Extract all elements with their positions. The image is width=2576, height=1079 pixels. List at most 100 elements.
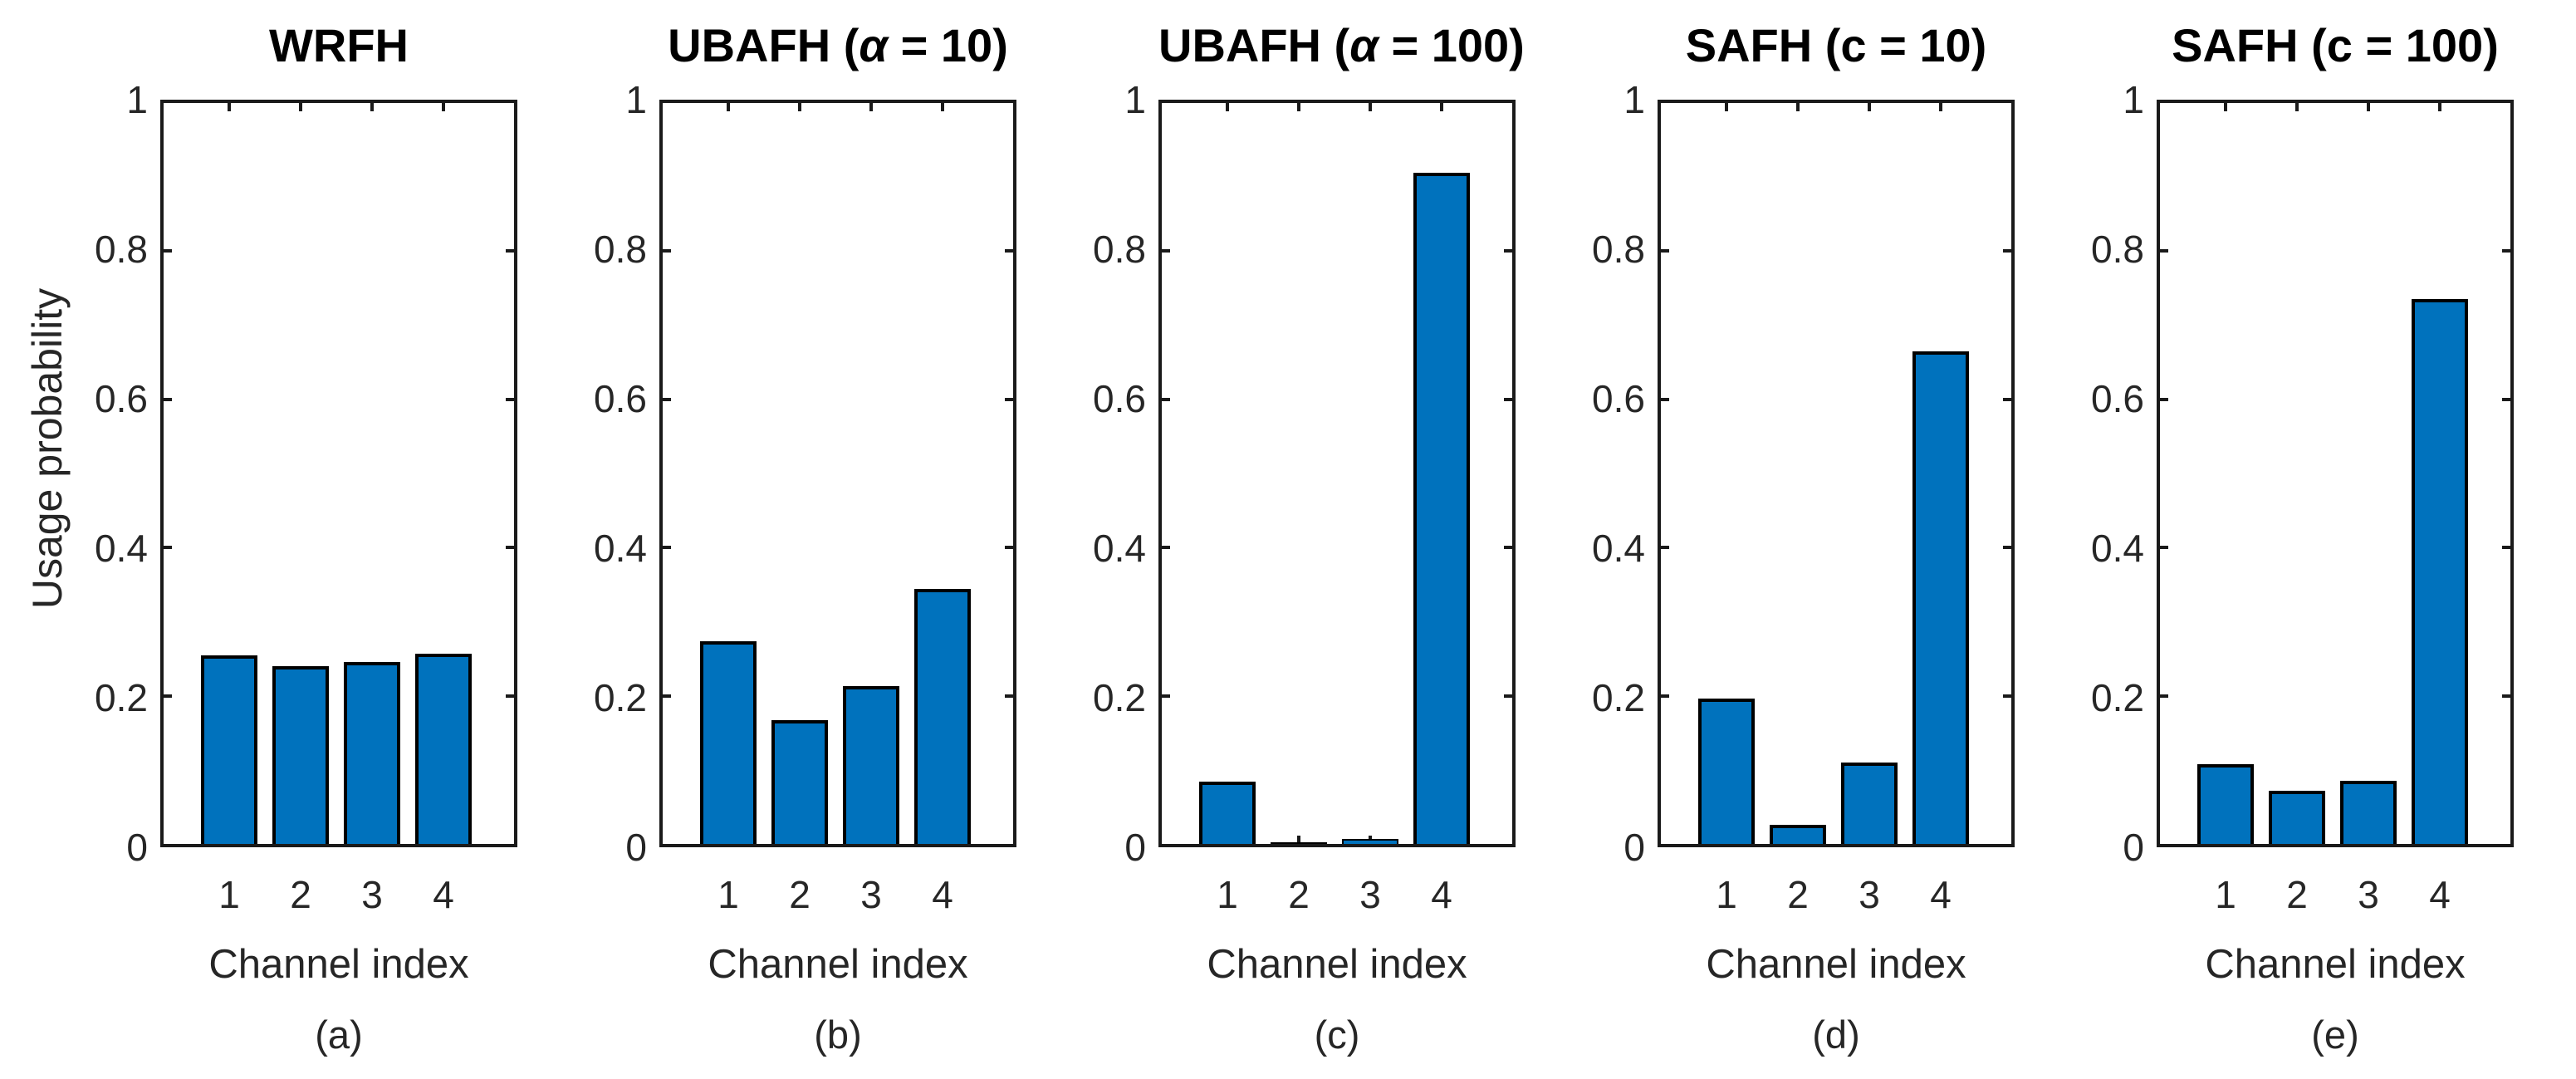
bar-channel-3 bbox=[1841, 763, 1898, 844]
bar-channel-1 bbox=[1199, 782, 1256, 844]
y-tick-right bbox=[506, 694, 514, 698]
y-tick-left bbox=[164, 694, 172, 698]
y-tick-right bbox=[1504, 249, 1512, 253]
x-axis-label: Channel index bbox=[2205, 942, 2466, 987]
y-tick-right bbox=[2502, 694, 2510, 698]
bar-channel-4 bbox=[415, 654, 472, 844]
y-tick-label: 1 bbox=[625, 78, 647, 121]
x-tick-top bbox=[1440, 103, 1443, 111]
x-tick-label: 2 bbox=[789, 873, 811, 916]
x-tick-label: 4 bbox=[433, 873, 454, 916]
y-tick-label: 0.6 bbox=[594, 377, 647, 420]
x-tick-label: 3 bbox=[860, 873, 882, 916]
panel-title: WRFH bbox=[269, 19, 409, 71]
panel-sublabel: (e) bbox=[2311, 1013, 2359, 1057]
y-tick-label: 0 bbox=[126, 826, 148, 869]
x-tick-top bbox=[2224, 103, 2227, 111]
y-tick-left bbox=[164, 249, 172, 253]
bar-channel-4 bbox=[2412, 299, 2468, 844]
x-axis-label: Channel index bbox=[1207, 942, 1467, 987]
y-tick-left bbox=[1661, 249, 1669, 253]
bar-channel-1 bbox=[700, 641, 757, 844]
x-tick-label: 2 bbox=[1787, 873, 1809, 916]
x-tick-label: 3 bbox=[2358, 873, 2379, 916]
y-tick-left bbox=[2160, 546, 2168, 550]
y-tick-right bbox=[2502, 249, 2510, 253]
x-tick-label: 4 bbox=[2429, 873, 2451, 916]
panel-sublabel: (a) bbox=[315, 1013, 363, 1057]
y-tick-label: 0.2 bbox=[1592, 676, 1645, 719]
y-tick-right bbox=[2502, 546, 2510, 550]
plot-area bbox=[659, 100, 1016, 847]
bar-channel-2 bbox=[2269, 791, 2325, 844]
y-tick-right bbox=[1504, 546, 1512, 550]
plot-area bbox=[160, 100, 517, 847]
y-tick-right bbox=[1005, 694, 1013, 698]
x-tick-top bbox=[1297, 103, 1300, 111]
y-tick-left bbox=[2160, 694, 2168, 698]
panel-sublabel: (d) bbox=[1812, 1013, 1860, 1057]
y-tick-left bbox=[663, 249, 671, 253]
y-tick-label: 0.2 bbox=[2091, 676, 2144, 719]
x-tick-top bbox=[299, 103, 302, 111]
y-tick-left bbox=[164, 546, 172, 550]
y-tick-left bbox=[1162, 546, 1170, 550]
x-tick-top bbox=[2295, 103, 2299, 111]
y-tick-left bbox=[2160, 249, 2168, 253]
y-tick-label: 0.8 bbox=[1592, 228, 1645, 271]
x-axis-label: Channel index bbox=[208, 942, 469, 987]
panel-title: SAFH (c = 100) bbox=[2172, 19, 2499, 71]
x-tick-top bbox=[2438, 103, 2441, 111]
y-tick-label: 0.8 bbox=[2091, 228, 2144, 271]
y-tick-label: 0.4 bbox=[1093, 527, 1146, 570]
x-tick-label: 2 bbox=[1288, 873, 1310, 916]
x-tick-top bbox=[228, 103, 231, 111]
x-axis-label: Channel index bbox=[1706, 942, 1966, 987]
x-axis-label: Channel index bbox=[708, 942, 968, 987]
x-tick-label: 4 bbox=[932, 873, 953, 916]
panel-sublabel: (b) bbox=[814, 1013, 862, 1057]
y-tick-right bbox=[2003, 249, 2011, 253]
plot-area bbox=[1658, 100, 2015, 847]
y-tick-label: 0 bbox=[2123, 826, 2144, 869]
y-tick-right bbox=[2003, 546, 2011, 550]
bar-channel-2 bbox=[771, 720, 828, 844]
y-tick-label: 0.6 bbox=[95, 377, 148, 420]
y-tick-right bbox=[1504, 694, 1512, 698]
y-tick-label: 0.4 bbox=[594, 527, 647, 570]
bar-channel-4 bbox=[1912, 351, 1969, 844]
bar-channel-4 bbox=[914, 589, 971, 844]
y-tick-label: 1 bbox=[1623, 78, 1645, 121]
panel-title: UBAFH (α = 100) bbox=[1158, 19, 1525, 71]
y-tick-label: 0.6 bbox=[2091, 377, 2144, 420]
y-tick-label: 0 bbox=[1124, 826, 1146, 869]
x-tick-label: 1 bbox=[1716, 873, 1737, 916]
y-tick-label: 1 bbox=[2123, 78, 2144, 121]
x-tick-label: 3 bbox=[1359, 873, 1381, 916]
y-tick-right bbox=[506, 397, 514, 401]
bar-channel-3 bbox=[1342, 839, 1398, 844]
y-tick-label: 0 bbox=[625, 826, 647, 869]
bar-channel-3 bbox=[2340, 781, 2397, 844]
x-tick-label: 1 bbox=[717, 873, 739, 916]
x-tick-label: 4 bbox=[1930, 873, 1952, 916]
y-tick-left bbox=[1162, 249, 1170, 253]
y-tick-label: 0.4 bbox=[95, 527, 148, 570]
y-tick-label: 0 bbox=[1623, 826, 1645, 869]
y-tick-right bbox=[506, 546, 514, 550]
y-tick-label: 1 bbox=[1124, 78, 1146, 121]
x-tick-label: 3 bbox=[361, 873, 383, 916]
y-tick-left bbox=[1162, 694, 1170, 698]
x-tick-label: 2 bbox=[2286, 873, 2308, 916]
bar-channel-3 bbox=[843, 686, 899, 844]
bar-channel-1 bbox=[1698, 699, 1755, 844]
y-tick-right bbox=[506, 249, 514, 253]
x-tick-bottom bbox=[1297, 836, 1300, 844]
bar-channel-2 bbox=[272, 666, 329, 844]
y-tick-left bbox=[663, 694, 671, 698]
y-tick-right bbox=[1005, 397, 1013, 401]
bar-channel-4 bbox=[1413, 173, 1470, 844]
x-tick-top bbox=[727, 103, 730, 111]
y-tick-left bbox=[1162, 397, 1170, 401]
bar-channel-2 bbox=[1271, 842, 1327, 844]
